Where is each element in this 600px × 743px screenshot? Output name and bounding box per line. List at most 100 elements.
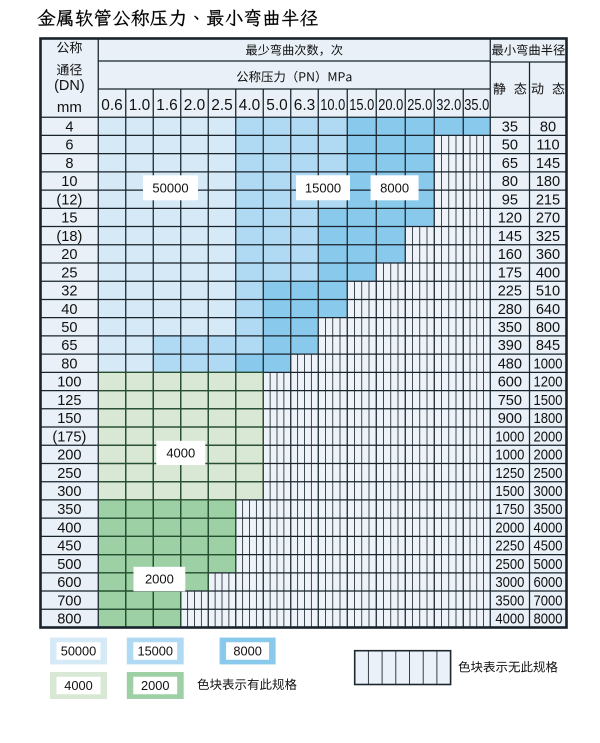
svg-text:40: 40 (61, 302, 77, 318)
svg-text:1000: 1000 (495, 429, 524, 445)
svg-text:(DN): (DN) (54, 78, 85, 94)
svg-text:95: 95 (502, 192, 518, 208)
svg-text:4500: 4500 (534, 539, 563, 555)
svg-text:5000: 5000 (534, 557, 563, 573)
svg-text:3000: 3000 (495, 575, 524, 591)
svg-text:6: 6 (65, 138, 73, 154)
svg-text:100: 100 (57, 375, 81, 391)
svg-text:4.0: 4.0 (239, 97, 260, 114)
svg-text:80: 80 (61, 356, 77, 372)
svg-text:800: 800 (57, 612, 81, 628)
svg-text:32.0: 32.0 (436, 97, 461, 114)
svg-text:10: 10 (61, 174, 77, 190)
svg-text:2500: 2500 (534, 466, 563, 482)
svg-text:2000: 2000 (141, 678, 169, 693)
svg-text:65: 65 (502, 156, 518, 172)
svg-text:1750: 1750 (495, 502, 524, 518)
svg-text:4: 4 (65, 120, 73, 136)
svg-text:8000: 8000 (233, 644, 261, 659)
svg-text:3500: 3500 (495, 593, 524, 609)
svg-text:360: 360 (536, 247, 560, 263)
svg-text:450: 450 (57, 539, 81, 555)
svg-text:2000: 2000 (495, 520, 524, 536)
svg-text:1.0: 1.0 (129, 97, 150, 114)
svg-text:150: 150 (57, 411, 81, 427)
svg-text:(12): (12) (56, 192, 82, 208)
svg-text:400: 400 (57, 520, 81, 536)
svg-text:6.3: 6.3 (294, 97, 315, 114)
svg-text:480: 480 (498, 356, 522, 372)
svg-text:145: 145 (498, 229, 522, 245)
svg-text:1000: 1000 (495, 448, 524, 464)
svg-text:350: 350 (498, 320, 522, 336)
svg-text:80: 80 (502, 174, 518, 190)
svg-text:15000: 15000 (305, 180, 341, 195)
svg-text:1000: 1000 (534, 356, 563, 372)
svg-text:10.0: 10.0 (320, 97, 345, 114)
svg-text:280: 280 (498, 302, 522, 318)
svg-text:510: 510 (536, 284, 560, 300)
svg-text:160: 160 (498, 247, 522, 263)
svg-text:640: 640 (536, 302, 560, 318)
svg-text:1500: 1500 (534, 393, 563, 409)
svg-text:50000: 50000 (61, 644, 97, 659)
svg-text:215: 215 (536, 192, 560, 208)
svg-text:1800: 1800 (534, 411, 563, 427)
svg-text:1250: 1250 (495, 466, 524, 482)
svg-text:25.0: 25.0 (407, 97, 432, 114)
svg-text:4000: 4000 (64, 678, 92, 693)
svg-text:1200: 1200 (534, 375, 563, 391)
svg-text:845: 845 (536, 338, 560, 354)
svg-text:1.6: 1.6 (156, 97, 177, 114)
svg-text:175: 175 (498, 265, 522, 281)
svg-text:2.5: 2.5 (211, 97, 232, 114)
svg-text:8: 8 (65, 156, 73, 172)
svg-text:50: 50 (502, 138, 518, 154)
svg-text:120: 120 (498, 211, 522, 227)
svg-text:20: 20 (61, 247, 77, 263)
svg-text:(175): (175) (52, 429, 86, 445)
svg-text:(18): (18) (56, 229, 82, 245)
svg-text:2000: 2000 (534, 448, 563, 464)
svg-text:50: 50 (61, 320, 77, 336)
svg-text:35.0: 35.0 (464, 97, 489, 114)
svg-text:125: 125 (57, 393, 81, 409)
svg-text:2500: 2500 (495, 557, 524, 573)
svg-text:50000: 50000 (152, 180, 188, 195)
svg-text:8000: 8000 (380, 180, 409, 195)
svg-text:6000: 6000 (534, 575, 563, 591)
svg-text:1500: 1500 (495, 484, 524, 500)
svg-text:15: 15 (61, 211, 77, 227)
svg-text:270: 270 (536, 211, 560, 227)
svg-text:300: 300 (57, 484, 81, 500)
svg-text:900: 900 (498, 411, 522, 427)
svg-text:180: 180 (536, 174, 560, 190)
svg-text:800: 800 (536, 320, 560, 336)
svg-text:145: 145 (536, 156, 560, 172)
svg-text:700: 700 (57, 593, 81, 609)
svg-text:3000: 3000 (534, 484, 563, 500)
svg-text:500: 500 (57, 557, 81, 573)
svg-text:0.6: 0.6 (101, 97, 122, 114)
svg-text:8000: 8000 (534, 612, 563, 628)
svg-text:390: 390 (498, 338, 522, 354)
svg-text:15000: 15000 (137, 644, 173, 659)
svg-text:20.0: 20.0 (378, 97, 403, 114)
svg-text:2250: 2250 (495, 539, 524, 555)
svg-text:4000: 4000 (495, 612, 524, 628)
svg-text:250: 250 (57, 466, 81, 482)
svg-text:4000: 4000 (166, 446, 195, 461)
svg-text:2.0: 2.0 (184, 97, 205, 114)
svg-text:mm: mm (57, 99, 82, 116)
svg-text:600: 600 (498, 375, 522, 391)
svg-text:225: 225 (498, 284, 522, 300)
svg-text:2000: 2000 (534, 429, 563, 445)
svg-text:200: 200 (57, 448, 81, 464)
svg-text:15.0: 15.0 (349, 97, 374, 114)
svg-text:600: 600 (57, 575, 81, 591)
svg-text:25: 25 (61, 265, 77, 281)
svg-text:80: 80 (540, 120, 556, 136)
svg-text:7000: 7000 (534, 593, 563, 609)
svg-text:750: 750 (498, 393, 522, 409)
svg-text:5.0: 5.0 (266, 97, 287, 114)
